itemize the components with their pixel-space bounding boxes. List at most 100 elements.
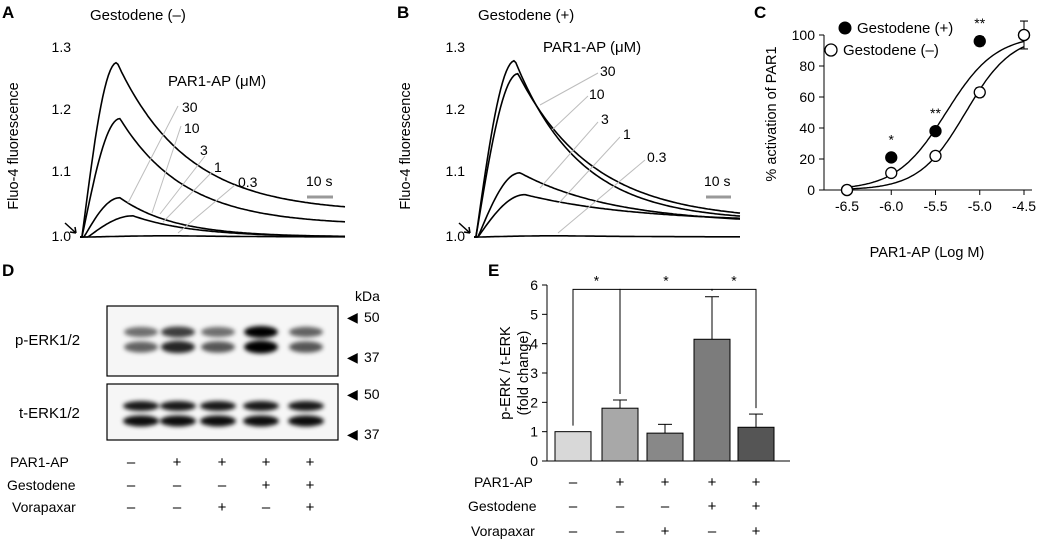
mw-marker: 50 [364,309,380,325]
t-erk-band-lower [160,415,196,427]
x-tick-label: -6.5 [835,198,859,214]
legend-marker-filled [838,21,852,35]
panel-b-traces [474,59,741,238]
panel-b-title: Gestodene (+) [478,7,574,24]
panel-a-ytick: 1.2 [52,101,72,117]
condition-sign: + [306,454,315,471]
kda-label: kDa [355,288,380,304]
condition-sign: – [262,499,271,516]
panel-label-c: C [754,3,766,22]
panel-label-d: D [2,261,14,280]
trace-line [80,235,346,238]
legend-marker-open [824,43,838,57]
panel-d: D kDa p-ERK1/2 t-ERK1/2 ◀ 50 ◀ 37 ◀ 50 ◀… [2,261,380,516]
significance-marker: ** [930,105,941,121]
panel-a: A Gestodene (–) Fluo-4 fluorescence 1.3 … [2,3,346,244]
t-erk-bands [123,401,324,427]
condition-label: Vorapaxar [12,499,76,515]
condition-sign: – [173,477,182,494]
panel-a-trace-label: 1 [214,159,222,175]
t-erk-band-upper [160,401,196,411]
trace-line [474,72,741,238]
t-erk-band-upper [123,401,159,411]
condition-sign: – [173,499,182,516]
condition-sign: – [127,477,136,494]
y-tick-label: 6 [530,277,538,293]
bar [693,338,731,462]
y-tick-label: 0 [530,453,538,469]
y-tick-label: 4 [530,336,538,352]
condition-label: PAR1-AP [474,474,533,490]
y-tick-label: 60 [799,89,815,105]
panel-b-ytick: 1.0 [446,228,466,244]
t-erk-band-upper [243,401,279,411]
p-erk-band-lower [289,341,323,353]
y-tick-label: 0 [807,182,815,198]
condition-sign: + [306,499,315,516]
panel-c-points: ***** [840,15,1031,197]
panel-e-bars [554,296,775,462]
t-erk-band-lower [243,415,279,427]
p-erk-band-lower [124,341,158,353]
panel-b-legend-title: PAR1-AP (μM) [543,39,641,56]
marker-arrow-icon: ◀ [347,309,358,325]
x-tick-label: -5.5 [923,198,947,214]
stimulus-arrow-icon [458,222,471,234]
panel-b-ytick: 1.3 [446,39,466,55]
condition-sign: + [306,477,315,494]
panel-a-trace-label: 30 [182,99,198,115]
condition-label: Vorapaxar [471,523,535,539]
panel-d-conditions: PAR1-AP – + + + + Gestodene – – – + + Vorapaxar – – + – + [7,454,315,516]
condition-sign: – [127,454,136,471]
p-erk-band-upper [289,326,323,338]
mw-marker: 37 [364,349,380,365]
condition-sign: + [173,454,182,471]
condition-sign: – [569,523,578,540]
panel-a-traces [80,61,346,238]
panel-b-trace-label: 1 [623,126,631,142]
panel-b-scale-label: 10 s [704,173,730,189]
bar [554,431,592,462]
condition-sign: + [708,498,717,515]
data-point-open [1017,28,1031,42]
condition-sign: + [661,474,670,491]
condition-sign: – [661,498,670,515]
condition-sign: – [569,474,578,491]
t-erk-band-upper [200,401,236,411]
significance-marker: ** [974,15,985,31]
trace-line [474,235,740,238]
panel-b: B Gestodene (+) Fluo-4 fluorescence 1.3 … [397,3,741,244]
y-tick-label: 3 [530,365,538,381]
p-erk-band-upper [201,326,235,338]
significance-marker: * [889,131,895,147]
panel-b-trace-label: 3 [601,111,609,127]
panel-a-ytick: 1.1 [52,163,72,179]
x-tick-label: -4.5 [1012,198,1036,214]
panel-c: C % activation of PAR1 0 20 40 60 80 100 -6.5 -… [754,3,1036,261]
t-erk-band-lower [200,415,236,427]
condition-sign: + [708,474,717,491]
marker-arrow-icon: ◀ [347,426,358,442]
panel-b-trace-label: 0.3 [647,149,667,165]
condition-sign: – [616,498,625,515]
panel-b-ylabel: Fluo-4 fluorescence [398,82,414,209]
panel-a-ylabel: Fluo-4 fluorescence [6,82,22,209]
p-erk-band-upper [244,326,278,338]
panel-label-a: A [2,3,14,22]
x-tick-label: -6.0 [879,198,903,214]
significance-marker: * [731,272,737,288]
data-point-open [840,183,854,197]
stimulus-arrow-icon [64,222,77,234]
panel-a-scale-label: 10 s [306,173,332,189]
panel-c-legend-label: Gestodene (–) [843,42,939,59]
condition-sign: + [616,474,625,491]
panel-c-xlabel: PAR1-AP (Log M) [870,245,985,261]
panel-b-ytick: 1.2 [446,101,466,117]
panel-a-trace-label: 3 [200,142,208,158]
panel-a-ytick: 1.0 [52,228,72,244]
significance-marker: * [594,272,600,288]
panel-e-ylabel: p-ERK / t-ERK [498,326,514,420]
p-erk-blot [106,305,339,377]
